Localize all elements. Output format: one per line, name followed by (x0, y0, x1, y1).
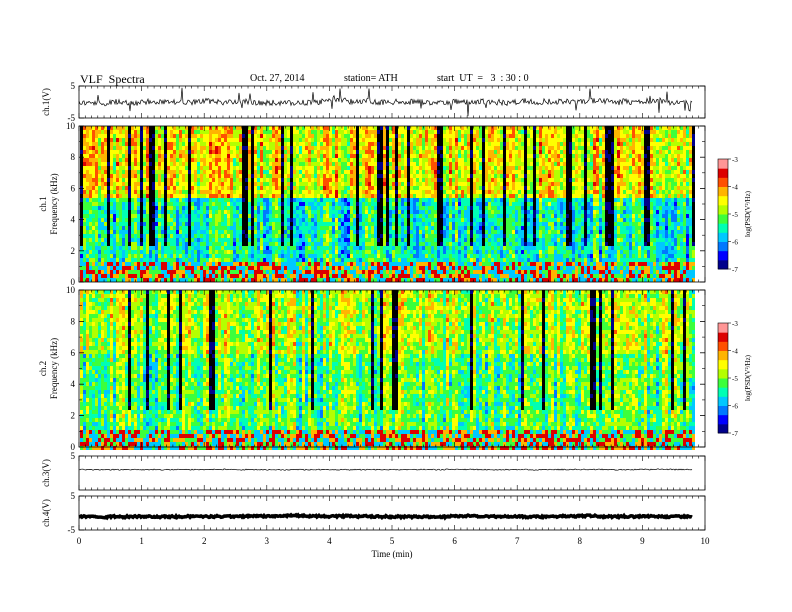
y-tick-label: 8 (71, 316, 76, 326)
spectrogram-image (80, 126, 695, 282)
colorbar: -3 -4 -5 -6 -7 log(PSD(V²/Hz) (717, 156, 752, 274)
channel-label: ch.1 (38, 196, 48, 211)
colorbar-label: log(PSD(V²/Hz) (744, 190, 752, 237)
x-tick-label: 7 (515, 536, 520, 546)
y-tick-label: 5 (71, 451, 76, 461)
waveform-line (78, 512, 693, 521)
y-tick-label: 6 (71, 183, 76, 193)
panel-ch1-wave: 5 -5 ch.1(V) (41, 81, 706, 123)
y-tick-label: -5 (68, 525, 76, 535)
start-time-label: start UT = 3 : 30 : 0 (437, 73, 529, 84)
y-axis-label: Frequency (kHz) (49, 338, 59, 399)
x-tick-label: 4 (327, 536, 332, 546)
y-tick-label: 2 (71, 411, 76, 421)
colorbar-tick-label: -6 (732, 403, 738, 411)
y-tick-label: 6 (71, 348, 76, 358)
date-label: Oct. 27, 2014 (250, 73, 305, 84)
panel-ch4-wave: 5 -5 ch.4(V) (41, 491, 706, 535)
x-tick-label: 3 (265, 536, 270, 546)
panel-frame (78, 455, 706, 491)
colorbar-tick-label: -5 (732, 375, 738, 383)
panel-ch2-spec: -3 -4 -5 -6 -7 log(PSD(V²/Hz) 0 2 4 6 8 10 ch.2 Frequ… (38, 285, 752, 452)
colorbar-tick-label: -4 (732, 184, 738, 192)
channel-label: ch.2 (38, 361, 48, 376)
colorbar-tick-label: -4 (732, 348, 738, 356)
y-tick-label: 0 (71, 442, 76, 452)
colorbar-label: log(PSD(V²/Hz) (744, 354, 752, 401)
y-tick-label: 10 (66, 285, 76, 295)
panel-ch3-wave: 5 ch.3(V) (41, 451, 706, 491)
colorbar-tick-label: -3 (732, 156, 738, 164)
y-tick-label: 10 (66, 121, 76, 131)
y-tick-label: 2 (71, 246, 76, 256)
y-tick-label: 5 (71, 81, 76, 91)
y-axis-label: ch.3(V) (41, 459, 51, 487)
y-tick-label: -5 (68, 113, 76, 123)
panel-frame (78, 495, 706, 531)
waveform-ch4-wave (78, 512, 693, 521)
y-tick-label: 0 (71, 277, 76, 287)
x-tick-label: 9 (640, 536, 645, 546)
x-axis: 0 1 2 3 4 5 6 7 8 9 10 Time (min) (77, 536, 710, 559)
y-tick-label: 4 (71, 215, 76, 225)
waveform-ch1-wave (78, 87, 693, 117)
x-axis-label: Time (min) (372, 549, 413, 559)
colorbar: -3 -4 -5 -6 -7 log(PSD(V²/Hz) (717, 320, 752, 438)
x-tick-label: 8 (578, 536, 583, 546)
x-tick-label: 0 (77, 536, 82, 546)
y-tick-label: 4 (71, 379, 76, 389)
y-axis-label: Frequency (kHz) (49, 173, 59, 234)
colorbar-tick-label: -3 (732, 320, 738, 328)
panel-ch1-spec: -3 -4 -5 -6 -7 log(PSD(V²/Hz) 0 2 4 6 8 10 ch.1 Frequ… (38, 121, 752, 287)
colorbar-tick-label: -6 (732, 239, 738, 247)
colorbar-tick-label: -5 (732, 211, 738, 219)
y-tick-label: 8 (71, 152, 76, 162)
x-tick-label: 10 (701, 536, 711, 546)
colorbar-tick-label: -7 (732, 266, 738, 274)
x-tick-label: 6 (452, 536, 457, 546)
spectrogram-image (80, 290, 695, 450)
colorbar-tick-label: -7 (732, 430, 738, 438)
x-tick-label: 5 (390, 536, 395, 546)
waveform-ch3-wave (78, 468, 693, 471)
y-axis-label: ch.4(V) (41, 499, 51, 527)
waveform-line (78, 87, 693, 117)
y-tick-label: 5 (71, 491, 76, 501)
waveform-line (78, 468, 693, 471)
chart-title: VLF Spectra (80, 72, 145, 86)
y-axis-label: ch.1(V) (41, 88, 51, 116)
x-tick-label: 2 (202, 536, 207, 546)
x-tick-label: 1 (139, 536, 144, 546)
station-label: station= ATH (344, 73, 398, 84)
